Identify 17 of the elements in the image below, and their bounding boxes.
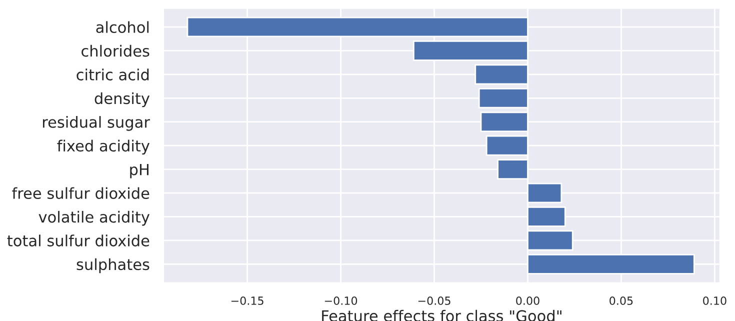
y-tick-label: density [94,92,150,108]
y-tick-label: sulphates [76,258,150,274]
y-tick-label: residual sugar [42,116,150,131]
x-tick-label: −0.15 [231,296,264,305]
y-tick-label: fixed acidity [57,140,150,155]
y-tick-label: citric acid [76,68,149,80]
y-tick-label: total sulfur dioxide [7,234,150,246]
y-tick-label: pH [130,164,148,178]
y-tick-label: chlorides [82,44,150,57]
x-tick-label: −0.05 [418,296,450,305]
y-tick-label: alcohol [96,21,149,34]
x-tick-label: 0.10 [703,296,726,305]
x-tick-label: 0.00 [516,296,540,305]
y-tick-label: free sulfur dioxide [12,187,150,200]
x-tick-label: −0.10 [324,296,358,305]
x-tick-label: 0.05 [610,296,633,305]
y-tick-label: volatile acidity [38,210,150,226]
